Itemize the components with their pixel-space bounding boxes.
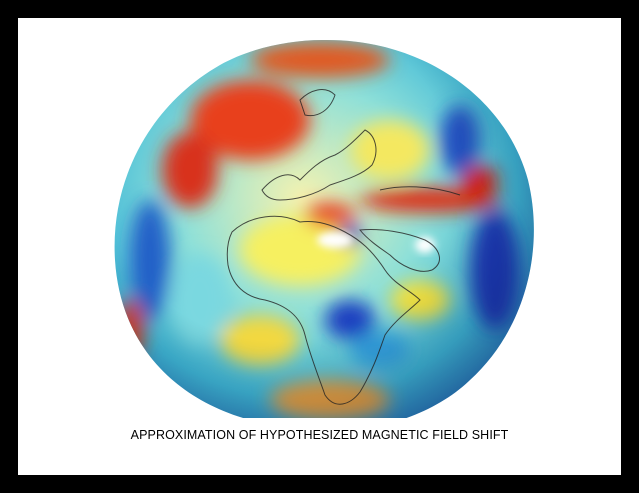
image-panel: APPROXIMATION OF HYPOTHESIZED MAGNETIC F… [18, 18, 621, 475]
globe-image [114, 39, 534, 418]
continent-outlines [226, 89, 461, 405]
globe [114, 39, 534, 418]
caption: APPROXIMATION OF HYPOTHESIZED MAGNETIC F… [130, 428, 509, 442]
